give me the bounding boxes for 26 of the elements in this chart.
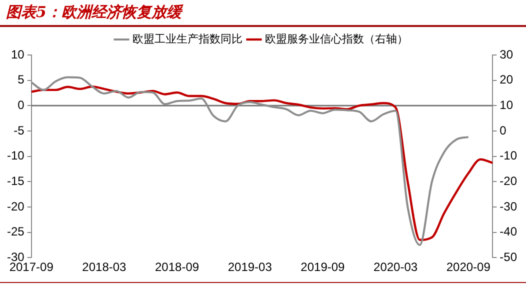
y-tick-label: -15 [7, 174, 25, 188]
y2-tick-label: -30 [500, 199, 518, 214]
chart-title: 图表5：欧洲经济恢复放缓 [6, 3, 182, 22]
y2-tick-label: -20 [500, 174, 518, 188]
y2-tick-label: -50 [500, 250, 518, 264]
y2-tick-label: 30 [500, 47, 514, 62]
x-tick-label: 2019-03 [228, 260, 272, 274]
legend-label: 欧盟工业生产指数同比 [132, 32, 242, 46]
y-tick-label: -5 [14, 123, 25, 138]
y2-tick-label: 10 [500, 98, 514, 112]
y-tick-label: -25 [7, 224, 25, 239]
y2-tick-label: 20 [500, 72, 514, 87]
legend-label: 欧盟服务业信心指数（右轴） [265, 32, 408, 46]
y-tick-label: 0 [18, 98, 25, 112]
y-tick-label: -10 [7, 148, 25, 163]
y2-tick-label: -10 [500, 148, 518, 163]
x-tick-label: 2020-09 [446, 260, 491, 274]
y-tick-label: 5 [18, 72, 25, 87]
x-tick-label: 2020-03 [374, 260, 418, 274]
y-tick-label: -20 [7, 199, 25, 214]
x-tick-label: 2019-09 [300, 260, 346, 274]
y2-tick-label: 0 [500, 123, 507, 138]
x-tick-label: 2018-09 [155, 260, 200, 274]
x-tick-label: 2018-03 [82, 260, 127, 274]
y-tick-label: 10 [10, 47, 25, 62]
y2-tick-label: -40 [500, 224, 518, 239]
